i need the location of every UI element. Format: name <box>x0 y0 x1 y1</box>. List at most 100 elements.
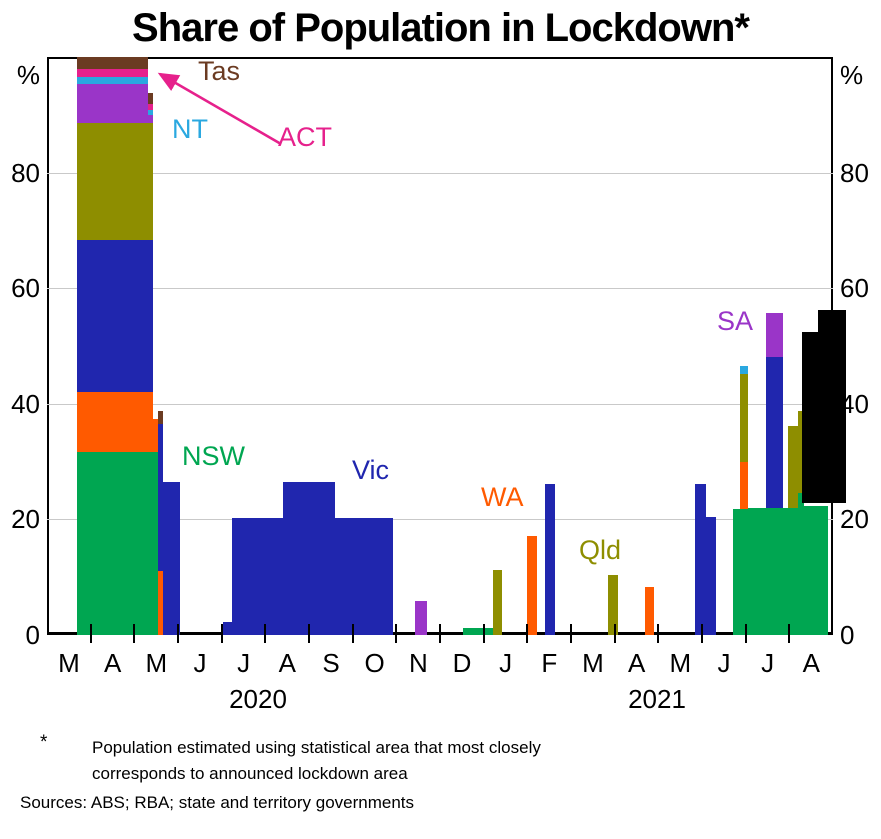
month-tick <box>701 624 703 643</box>
bar-segment-Qld <box>493 570 502 635</box>
month-tick <box>264 624 267 643</box>
bar-segment-Qld <box>77 123 148 241</box>
bar-segment-Vic <box>148 240 153 392</box>
black-block-2 <box>818 310 846 504</box>
bar-segment-Vic <box>283 482 335 635</box>
y-axis-unit-right: % <box>840 60 864 90</box>
bar-segment-WA <box>153 418 158 452</box>
month-tick <box>395 624 398 643</box>
month-tick <box>308 624 310 643</box>
x-axis-month-label: M <box>58 648 80 678</box>
bar-segment-ACT <box>148 104 153 110</box>
bar-segment-Qld <box>148 123 153 241</box>
x-axis-month-label: S <box>322 648 340 678</box>
footnote-line1: Population estimated using statistical a… <box>92 738 541 757</box>
y-axis-unit-left: % <box>16 60 40 90</box>
bar-segment-Vic <box>695 483 706 635</box>
x-axis-year-2020: 2020 <box>229 684 287 714</box>
bar-segment-NSW <box>463 628 497 635</box>
x-axis-month-label: A <box>627 648 646 678</box>
bar-segment-Tas <box>148 92 153 105</box>
gridline-20 <box>47 519 833 521</box>
bar-segment-Vic <box>545 483 555 635</box>
bar-segment-SA <box>77 84 148 124</box>
annotation-nsw: NSW <box>182 441 245 471</box>
month-tick <box>220 624 223 643</box>
annotation-wa: WA <box>481 482 524 512</box>
bar-segment-WA <box>77 391 148 452</box>
bar-segment-NSW <box>804 506 828 635</box>
bar-segment-NT <box>77 77 148 85</box>
y-axis-label-left-20: 20 <box>11 504 40 535</box>
bar-segment-WA <box>645 587 654 635</box>
bar-segment-NSW <box>733 508 740 635</box>
month-tick <box>133 624 136 643</box>
gridline-80 <box>47 172 833 174</box>
x-axis-month-label: O <box>364 648 385 678</box>
month-tick <box>657 624 660 643</box>
x-axis-month-label: J <box>717 648 731 678</box>
bar-segment-Vic <box>77 240 148 392</box>
month-tick <box>788 624 791 643</box>
bar-segment-WA <box>740 461 748 509</box>
sources-line: Sources: ABS; RBA; state and territory g… <box>20 793 415 812</box>
bar-segment-Qld <box>798 410 804 494</box>
x-axis-month-label: J <box>237 648 251 678</box>
y-axis-label-right-40: 40 <box>840 388 869 419</box>
y-axis-label-left-80: 80 <box>11 157 40 188</box>
x-axis-month-label: F <box>541 648 558 678</box>
bar-segment-SA <box>766 313 783 357</box>
x-axis-month-label: N <box>408 648 428 678</box>
bar-segment-Qld <box>608 575 618 635</box>
bar-segment-Tas <box>77 57 148 70</box>
gridline-60 <box>47 288 833 290</box>
y-axis-label-right-60: 60 <box>840 273 869 304</box>
gridline-40 <box>47 403 833 405</box>
bar-segment-Vic <box>232 517 283 635</box>
annotation-act: ACT <box>278 122 332 152</box>
month-tick <box>89 624 92 643</box>
month-tick <box>177 624 179 643</box>
month-tick <box>351 624 354 643</box>
bar-segment-WA <box>158 571 163 635</box>
bar-segment-Vic <box>163 482 180 635</box>
bar-segment-SA <box>148 114 153 124</box>
annotation-sa: SA <box>717 306 754 336</box>
bar-segment-NSW <box>748 507 766 635</box>
bar-segment-NT <box>740 366 748 374</box>
footnote-marker: * <box>40 732 48 753</box>
annotation-vic: Vic <box>352 455 390 485</box>
bar-segment-NSW <box>783 507 788 635</box>
bar-segment-NSW <box>740 508 748 635</box>
y-axis-label-left-60: 60 <box>11 273 40 304</box>
x-axis-month-label: J <box>761 648 775 678</box>
bar-segment-WA <box>148 391 153 452</box>
bar-segment-NSW <box>766 507 783 635</box>
month-tick <box>482 624 485 643</box>
y-axis-label-right-0: 0 <box>840 620 855 650</box>
bar-segment-Qld <box>788 425 798 508</box>
bar-segment-NSW <box>148 451 153 635</box>
x-axis-year-2021: 2021 <box>628 684 686 714</box>
x-axis-month-label: A <box>802 648 820 678</box>
annotation-nt: NT <box>172 114 208 144</box>
chart-title: Share of Population in Lockdown* <box>132 6 750 50</box>
y-axis-label-left-40: 40 <box>11 388 40 419</box>
bar-segment-NSW <box>798 493 804 635</box>
x-axis-month-label: M <box>582 648 604 678</box>
bar-segment-NSW <box>77 451 148 635</box>
bar-segment-SA <box>415 600 427 635</box>
bar-segment-WA <box>527 536 537 635</box>
bar-segment-Vic <box>158 424 163 572</box>
month-tick <box>526 624 529 643</box>
bar-segment-Vic <box>766 356 783 508</box>
x-axis-month-label: D <box>452 648 472 678</box>
month-tick <box>439 624 441 643</box>
bar-segment-Vic <box>706 516 716 635</box>
y-axis-label-right-20: 20 <box>840 504 869 535</box>
x-axis-month-label: A <box>103 648 122 678</box>
annotation-qld: Qld <box>579 535 622 565</box>
bar-segment-Vic <box>335 517 393 635</box>
month-tick <box>613 624 616 643</box>
